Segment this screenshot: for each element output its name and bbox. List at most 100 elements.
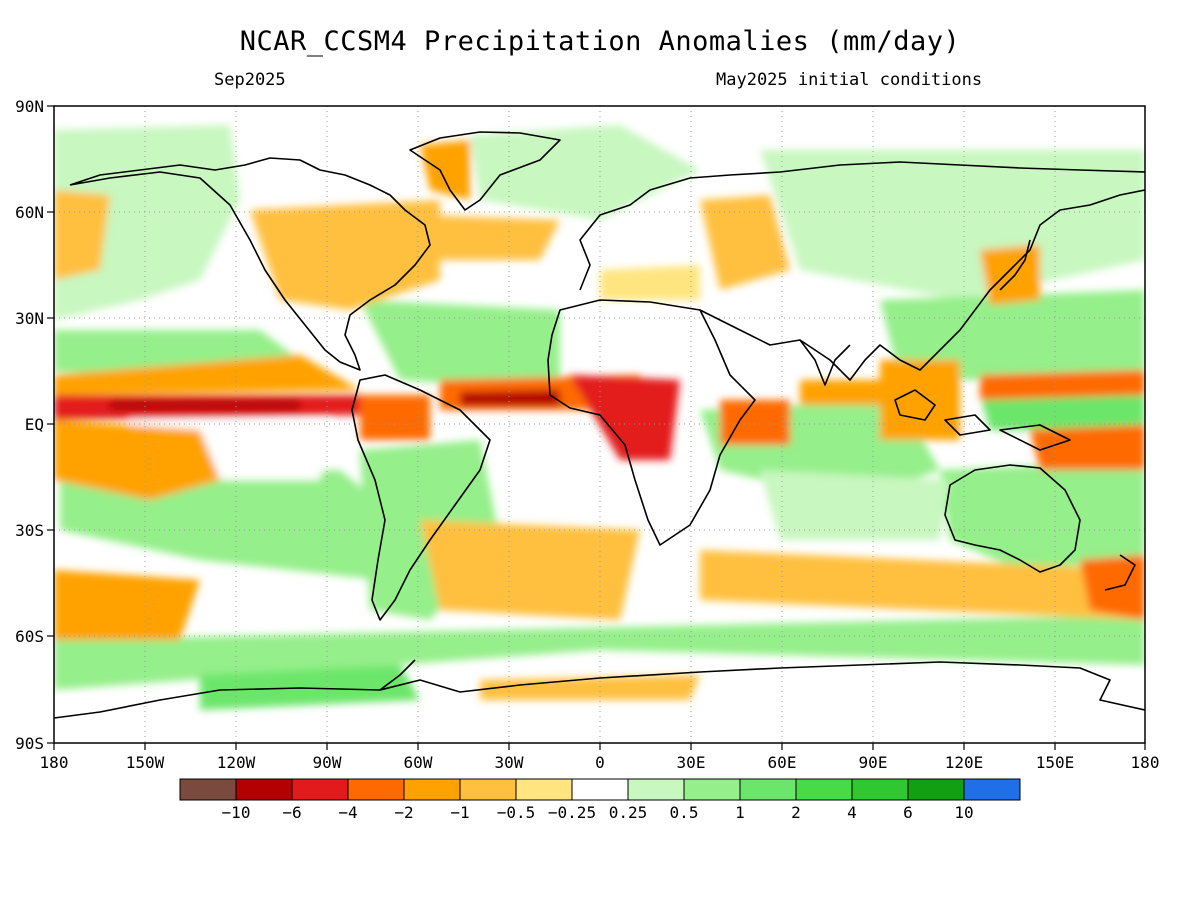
legend-swatch [515,778,573,801]
amazon-dry [360,395,430,440]
coastlines [54,131,1145,719]
east-africa-indian-dry [720,400,790,445]
lat-label: 60S [15,627,44,646]
equatorial-west-pacific-wet [980,390,1145,430]
new-zealand-coast [1104,554,1136,591]
lon-label: 150E [1036,753,1075,772]
legend-label: −1 [450,803,469,822]
lon-label: 90W [313,753,342,772]
north-america-dry [250,200,440,310]
japan-dry [980,245,1040,305]
antarctic-peninsula [379,659,416,691]
longitude-labels: 180 150W 120W 90W 60W 30W 0 30E 60E 90E … [40,753,1160,772]
lat-label: 30N [15,309,44,328]
north-america-coast [69,157,431,371]
legend-swatch [347,778,405,801]
north-pacific-wet [54,125,240,320]
legend-swatch [963,778,1021,801]
lat-label: 30S [15,521,44,540]
legend-colorbar [179,778,1021,801]
antarctica-coast [54,661,1145,719]
northeast-pacific-dry [54,190,110,280]
init-conditions-label: May2025 initial conditions [716,70,983,90]
north-indian-ocean-dry [800,380,900,405]
lon-label: 0 [595,753,605,772]
russia-dry [700,195,790,290]
gridlines [54,106,1145,743]
legend-swatch [627,778,685,801]
southern-ocean-wet-band [54,615,1145,690]
asia-south-coast [699,189,1145,381]
west-pacific-wet [880,290,1145,380]
lon-label: 180 [40,753,69,772]
anomaly-fields [54,125,1145,710]
lon-label: 60E [768,753,797,772]
lat-label: 90S [15,734,44,753]
atlantic-north-wet [360,300,560,390]
lon-label: 150W [126,753,165,772]
australia-coast [944,464,1081,573]
legend-swatch [403,778,461,801]
legend-labels: −10 −6 −4 −2 −1 −0.5 −0.25 0.25 0.5 1 2 4 6 10 [222,803,974,822]
legend-swatch [459,778,517,801]
lon-label: 60W [404,753,433,772]
south-pacific-southern-dry [54,570,200,640]
legend-swatch [907,778,965,801]
tick-marks [47,105,1146,750]
greenland-dry [420,140,470,200]
legend-label: −0.5 [497,803,536,822]
legend-label: 10 [954,803,973,822]
legend-swatch [291,778,349,801]
africa-coast [547,299,756,546]
legend-swatch [795,778,853,801]
antarctic-dry [480,675,700,700]
atlantic-itcz-core [460,390,560,406]
east-equatorial-pacific-dry [980,370,1145,400]
lon-label: 30W [495,753,524,772]
lat-label: 90N [15,97,44,116]
lat-label: 60N [15,203,44,222]
south-west-pacific-dry [1030,425,1145,470]
legend-swatch [739,778,797,801]
eurasia-wet [760,150,1145,300]
legend-label: −2 [394,803,413,822]
legend-label: 4 [847,803,857,822]
lon-label: 30E [677,753,706,772]
pacific-itcz-core [110,400,300,410]
lon-label: 180 [1131,753,1160,772]
legend-swatch [179,778,237,801]
south-indian-wet [760,470,950,540]
south-atlantic-dry [420,520,640,620]
legend-label: 2 [791,803,801,822]
southern-pacific-dry [54,420,220,500]
lon-label: 120E [945,753,984,772]
pacific-northern-itcz-dry [54,355,360,395]
latitude-labels: 90N 60N 30N EQ 30S 60S 90S [15,97,44,753]
greenland-coast [409,131,561,211]
legend-label: 6 [903,803,913,822]
valid-month-label: Sep2025 [214,70,286,90]
lon-label: 90E [859,753,888,772]
legend-label: −0.25 [548,803,596,822]
legend-swatch [683,778,741,801]
legend-swatch [851,778,909,801]
legend-swatch [571,778,629,801]
india-coast [799,339,851,386]
legend-label: 1 [735,803,745,822]
chart-title: NCAR_CCSM4 Precipitation Anomalies (mm/d… [239,26,961,57]
central-africa-dry [570,375,680,460]
legend-label: −10 [222,803,251,822]
north-atlantic-dry [420,215,560,260]
eurasia-coast [579,161,1145,291]
lon-label: 120W [217,753,256,772]
legend-label: 0.5 [670,803,699,822]
legend-label: 0.25 [609,803,648,822]
south-america-coast [351,374,491,621]
europe-dry [600,265,700,300]
lat-label: EQ [25,415,44,434]
legend-swatch [235,778,293,801]
legend-label: −4 [338,803,357,822]
japan-coast [999,239,1031,291]
legend-label: −6 [282,803,301,822]
